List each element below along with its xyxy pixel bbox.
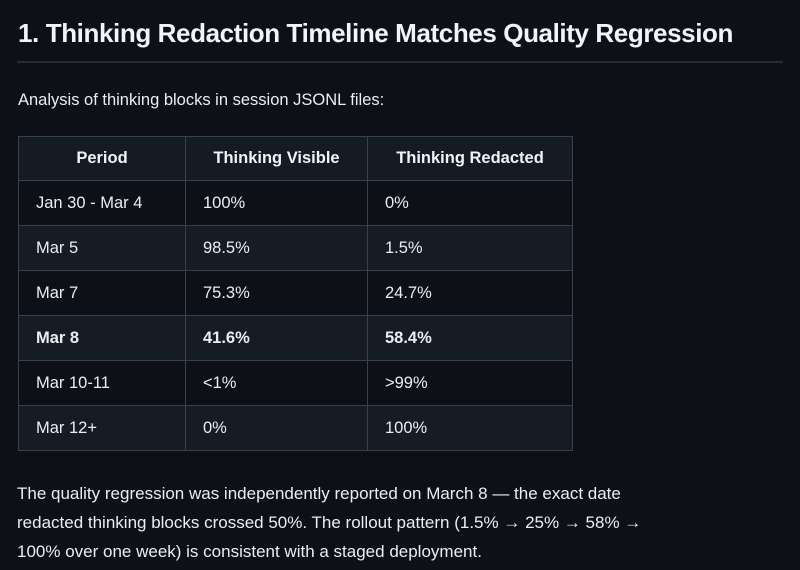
intro-text: Analysis of thinking blocks in session J… — [18, 90, 385, 109]
cell-period: Mar 10-11 — [18, 359, 186, 406]
column-header-thinking-redacted: Thinking Redacted — [367, 135, 573, 181]
cell-redacted: 24.7% — [367, 269, 573, 316]
table-row: Mar 5 98.5% 1.5% — [18, 224, 573, 271]
table-row: Jan 30 - Mar 4 100% 0% — [18, 179, 573, 226]
table-row-emphasized: Mar 8 41.6% 58.4% — [18, 314, 573, 361]
cell-redacted: >99% — [367, 359, 573, 406]
cell-redacted: 58.4% — [367, 314, 573, 361]
table-row: Mar 12+ 0% 100% — [18, 404, 573, 451]
cell-period: Mar 7 — [18, 269, 186, 316]
cell-visible: 75.3% — [185, 269, 368, 316]
cell-redacted: 1.5% — [367, 224, 573, 271]
cell-redacted: 0% — [367, 179, 573, 226]
cell-visible: 98.5% — [185, 224, 368, 271]
cell-redacted: 100% — [367, 404, 573, 451]
table-row: Mar 7 75.3% 24.7% — [18, 269, 573, 316]
conclusion-line: 100% over one week) is consistent with a… — [17, 541, 482, 561]
cell-visible: 100% — [185, 179, 368, 226]
conclusion-text: The quality regression was independently… — [17, 479, 783, 566]
column-header-period: Period — [18, 135, 186, 181]
cell-period: Mar 12+ — [18, 404, 186, 451]
table-row: Mar 10-11 <1% >99% — [18, 359, 573, 406]
table-header-row: Period Thinking Visible Thinking Redacte… — [18, 135, 573, 181]
conclusion-line: The quality regression was independently… — [17, 483, 621, 503]
cell-visible: 41.6% — [185, 314, 368, 361]
conclusion-line: redacted thinking blocks crossed 50%. Th… — [17, 512, 642, 532]
redaction-table: Period Thinking Visible Thinking Redacte… — [18, 135, 573, 451]
cell-visible: <1% — [185, 359, 368, 406]
cell-visible: 0% — [185, 404, 368, 451]
cell-period: Mar 8 — [18, 314, 186, 361]
page-title: 1. Thinking Redaction Timeline Matches Q… — [17, 13, 783, 63]
column-header-thinking-visible: Thinking Visible — [185, 135, 368, 181]
cell-period: Jan 30 - Mar 4 — [18, 179, 186, 226]
cell-period: Mar 5 — [18, 224, 186, 271]
